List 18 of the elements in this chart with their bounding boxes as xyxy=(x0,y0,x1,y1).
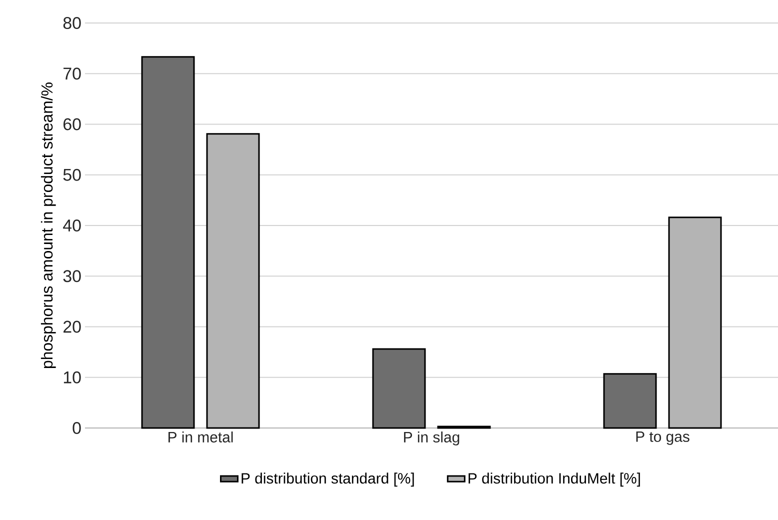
legend-label: P distribution InduMelt [%] xyxy=(468,472,640,487)
y-tick-label: 20 xyxy=(64,320,81,333)
x-tick-label: P in metal xyxy=(168,432,233,442)
x-tick-label: P in slag xyxy=(404,432,460,446)
y-tick-label: 80 xyxy=(63,16,81,29)
legend-label: P distribution standard [%] xyxy=(242,472,414,487)
x-tick-label: P to gas xyxy=(636,432,690,445)
bar xyxy=(141,56,195,429)
y-tick-label: 60 xyxy=(64,118,81,130)
y-tick-label: 30 xyxy=(63,270,81,282)
y-tick-label: 0 xyxy=(72,422,81,434)
y-axis-title: phosphorus amount in product stream/% xyxy=(40,82,56,368)
y-tick-label: 50 xyxy=(63,168,81,181)
bar xyxy=(372,348,426,429)
y-tick-label: 40 xyxy=(63,219,81,232)
y-tick-label: 70 xyxy=(64,68,81,80)
bar xyxy=(603,373,657,429)
y-tick-label: 10 xyxy=(64,371,81,384)
